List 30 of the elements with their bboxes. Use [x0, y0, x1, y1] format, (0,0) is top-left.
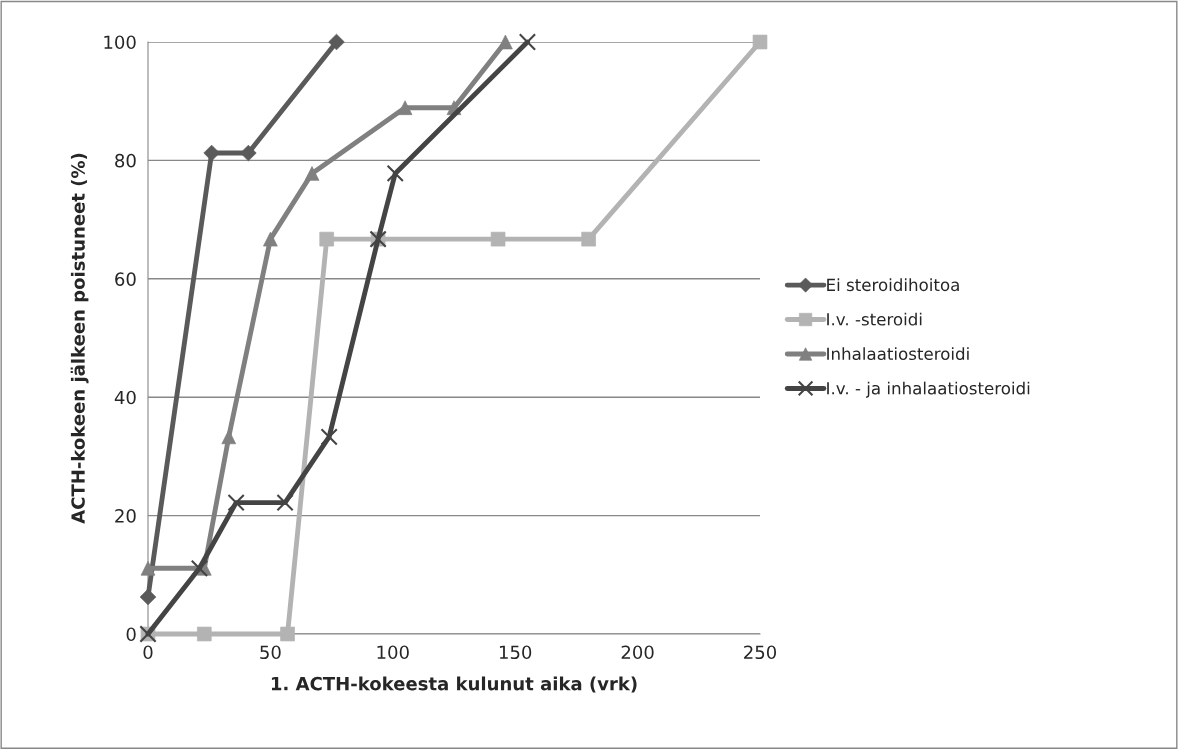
point [240, 144, 257, 162]
point [518, 33, 537, 51]
x-axis-title: 1. ACTH-kokeesta kulunut aika (vrk) [271, 676, 637, 693]
y-axis-title: ACTH-kokeen jälkeen poistuneet (%) [70, 153, 89, 524]
legend-label: I.v. - ja inhalaatiosteroidi [827, 381, 1030, 398]
x-tick-label: 200 [621, 645, 654, 660]
point [490, 231, 506, 247]
point [320, 428, 338, 446]
legend-label: I.v. -steroidi [827, 312, 922, 326]
legend-label: Ei steroidihoitoa [827, 278, 959, 292]
legend-label: Inhalaatiosteroidi [827, 347, 969, 361]
y-tick-label: 0 [126, 627, 136, 642]
point [227, 493, 245, 512]
y-tick-label: 40 [114, 390, 136, 405]
point [190, 559, 209, 577]
x-tick-label: 50 [260, 645, 281, 660]
x-tick-label: 100 [377, 645, 409, 660]
y-tick-label: 80 [115, 153, 136, 168]
point [203, 144, 220, 162]
x-tick-label: 150 [499, 645, 532, 660]
y-tick-label: 100 [104, 35, 136, 50]
point [197, 626, 212, 642]
y-tick-label: 60 [115, 272, 136, 286]
point [386, 164, 404, 183]
point [276, 493, 294, 512]
x-tick-label: 250 [744, 645, 777, 660]
y-tick-label: 20 [115, 509, 136, 523]
point [319, 231, 334, 247]
point [221, 429, 237, 445]
x-tick-label: 0 [143, 645, 153, 660]
